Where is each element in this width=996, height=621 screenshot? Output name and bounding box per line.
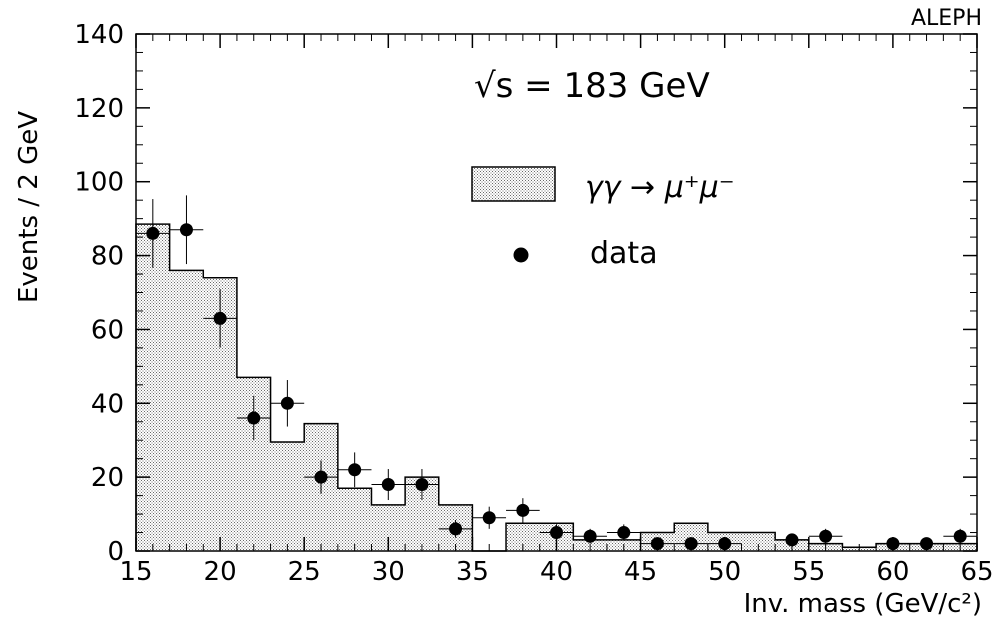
- experiment-label: ALEPH: [911, 6, 982, 31]
- data-point: [247, 411, 261, 425]
- x-tick-label: 40: [540, 557, 573, 587]
- x-tick-label: 25: [288, 557, 321, 587]
- legend-mc-swatch: [471, 166, 556, 202]
- data-point: [583, 529, 597, 543]
- histogram-bin: [169, 270, 204, 551]
- x-tick-label: 45: [624, 557, 657, 587]
- histogram-outline: [135, 223, 978, 552]
- data-point: [449, 522, 463, 536]
- data-points: [136, 195, 977, 551]
- data-point: [415, 478, 429, 492]
- data-point: [314, 470, 328, 484]
- data-point: [516, 503, 530, 517]
- data-point: [785, 533, 799, 547]
- x-tick-label: 65: [960, 557, 993, 587]
- data-point: [348, 463, 362, 477]
- y-tick-label: 140: [74, 20, 124, 50]
- x-tick-label: 20: [204, 557, 237, 587]
- legend-mc-label: γγ → μ⁺μ⁻: [585, 170, 735, 205]
- data-point: [550, 526, 563, 540]
- data-point: [953, 529, 967, 543]
- histogram-bin: [136, 224, 170, 552]
- y-tick-label: 40: [91, 389, 124, 419]
- histogram-bin: [741, 532, 776, 551]
- data-point: [179, 223, 193, 237]
- x-tick-label: 55: [792, 557, 825, 587]
- x-tick-label: 60: [876, 557, 909, 587]
- y-tick-label: 80: [91, 242, 124, 272]
- histogram-bin: [337, 488, 372, 551]
- histogram-bin: [270, 442, 305, 551]
- data-point: [381, 478, 395, 492]
- data-point: [280, 396, 294, 410]
- legend-data-label: data: [590, 236, 658, 271]
- axis-ticks: 15 20 25 30 35 40 45 50 55 60 65 0 20 40 60 80 100 120 140: [74, 20, 993, 587]
- data-point: [482, 511, 496, 525]
- x-tick-label: 30: [372, 557, 405, 587]
- data-point: [819, 529, 833, 543]
- data-point: [650, 537, 664, 551]
- y-tick-label: 0: [107, 537, 124, 567]
- data-point: [617, 526, 631, 540]
- y-tick-label: 60: [91, 315, 124, 345]
- x-axis-label: Inv. mass (GeV/c²): [744, 589, 982, 619]
- x-tick-label: 35: [456, 557, 489, 587]
- data-point: [213, 311, 227, 325]
- y-axis-label: Events / 2 GeV: [14, 111, 44, 303]
- data-point: [684, 537, 698, 551]
- x-tick-label: 50: [708, 557, 741, 587]
- mc-histogram: [135, 223, 978, 552]
- y-tick-label: 20: [91, 463, 124, 493]
- data-point: [920, 537, 934, 551]
- y-tick-label: 120: [74, 94, 124, 124]
- y-tick-label: 100: [74, 168, 124, 198]
- energy-label: √s = 183 GeV: [474, 66, 710, 106]
- legend-data-marker: [513, 247, 529, 263]
- data-point: [146, 226, 160, 240]
- x-tick-label: 15: [119, 557, 152, 587]
